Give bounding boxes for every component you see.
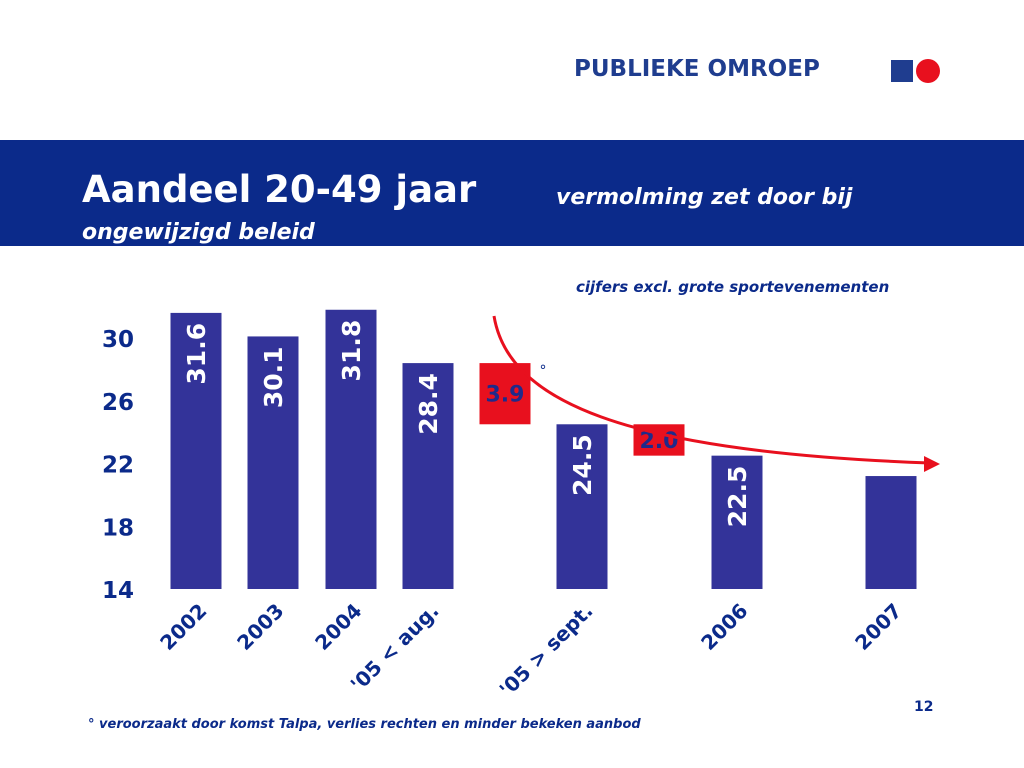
y-tick-label: 30 bbox=[102, 327, 134, 353]
page-title: Aandeel 20-49 jaar bbox=[82, 168, 477, 211]
x-tick-label: 2003 bbox=[232, 599, 288, 655]
x-tick-label: 2004 bbox=[310, 599, 366, 655]
trend-arrowhead bbox=[924, 456, 940, 472]
footnote: ° veroorzaakt door komst Talpa, verlies … bbox=[88, 717, 641, 732]
chart-note: cijfers excl. grote sportevenementen bbox=[576, 278, 890, 296]
difference-label: 3.9 bbox=[486, 383, 525, 408]
bar bbox=[325, 309, 377, 589]
bar bbox=[247, 336, 299, 589]
trend-curve bbox=[492, 315, 931, 465]
bar-data-label: 28.4 bbox=[414, 373, 443, 435]
page-number: 12 bbox=[914, 699, 934, 715]
title-band bbox=[0, 140, 1024, 246]
bar-data-label: 22.5 bbox=[723, 466, 752, 528]
bar-data-label: 24.5 bbox=[568, 434, 597, 496]
y-tick-label: 14 bbox=[102, 578, 134, 604]
x-tick-label: 2002 bbox=[155, 599, 211, 655]
bar bbox=[556, 424, 608, 589]
bar-data-label: 30.1 bbox=[259, 346, 288, 408]
x-tick-label: 2007 bbox=[850, 599, 906, 655]
bar-data-label: 31.6 bbox=[182, 323, 211, 385]
difference-box bbox=[479, 363, 531, 425]
x-tick-label: '05 > sept. bbox=[495, 599, 598, 702]
y-tick-label: 26 bbox=[102, 390, 134, 416]
logo-circle bbox=[916, 59, 940, 83]
difference-marker: ° bbox=[540, 363, 547, 379]
x-tick-label: 2006 bbox=[696, 599, 752, 655]
page-subtitle-line2: ongewijzigd beleid bbox=[82, 220, 315, 245]
bar bbox=[170, 312, 222, 589]
bar-data-label: 31.8 bbox=[337, 320, 366, 382]
y-tick-label: 18 bbox=[102, 515, 134, 541]
bar bbox=[402, 363, 454, 589]
bar bbox=[865, 476, 917, 589]
brand-name: PUBLIEKE OMROEP bbox=[574, 56, 820, 82]
y-tick-label: 22 bbox=[102, 453, 134, 479]
bar bbox=[711, 455, 763, 589]
page-subtitle-line1: vermolming zet door bij bbox=[556, 185, 853, 210]
logo-square bbox=[891, 60, 913, 82]
